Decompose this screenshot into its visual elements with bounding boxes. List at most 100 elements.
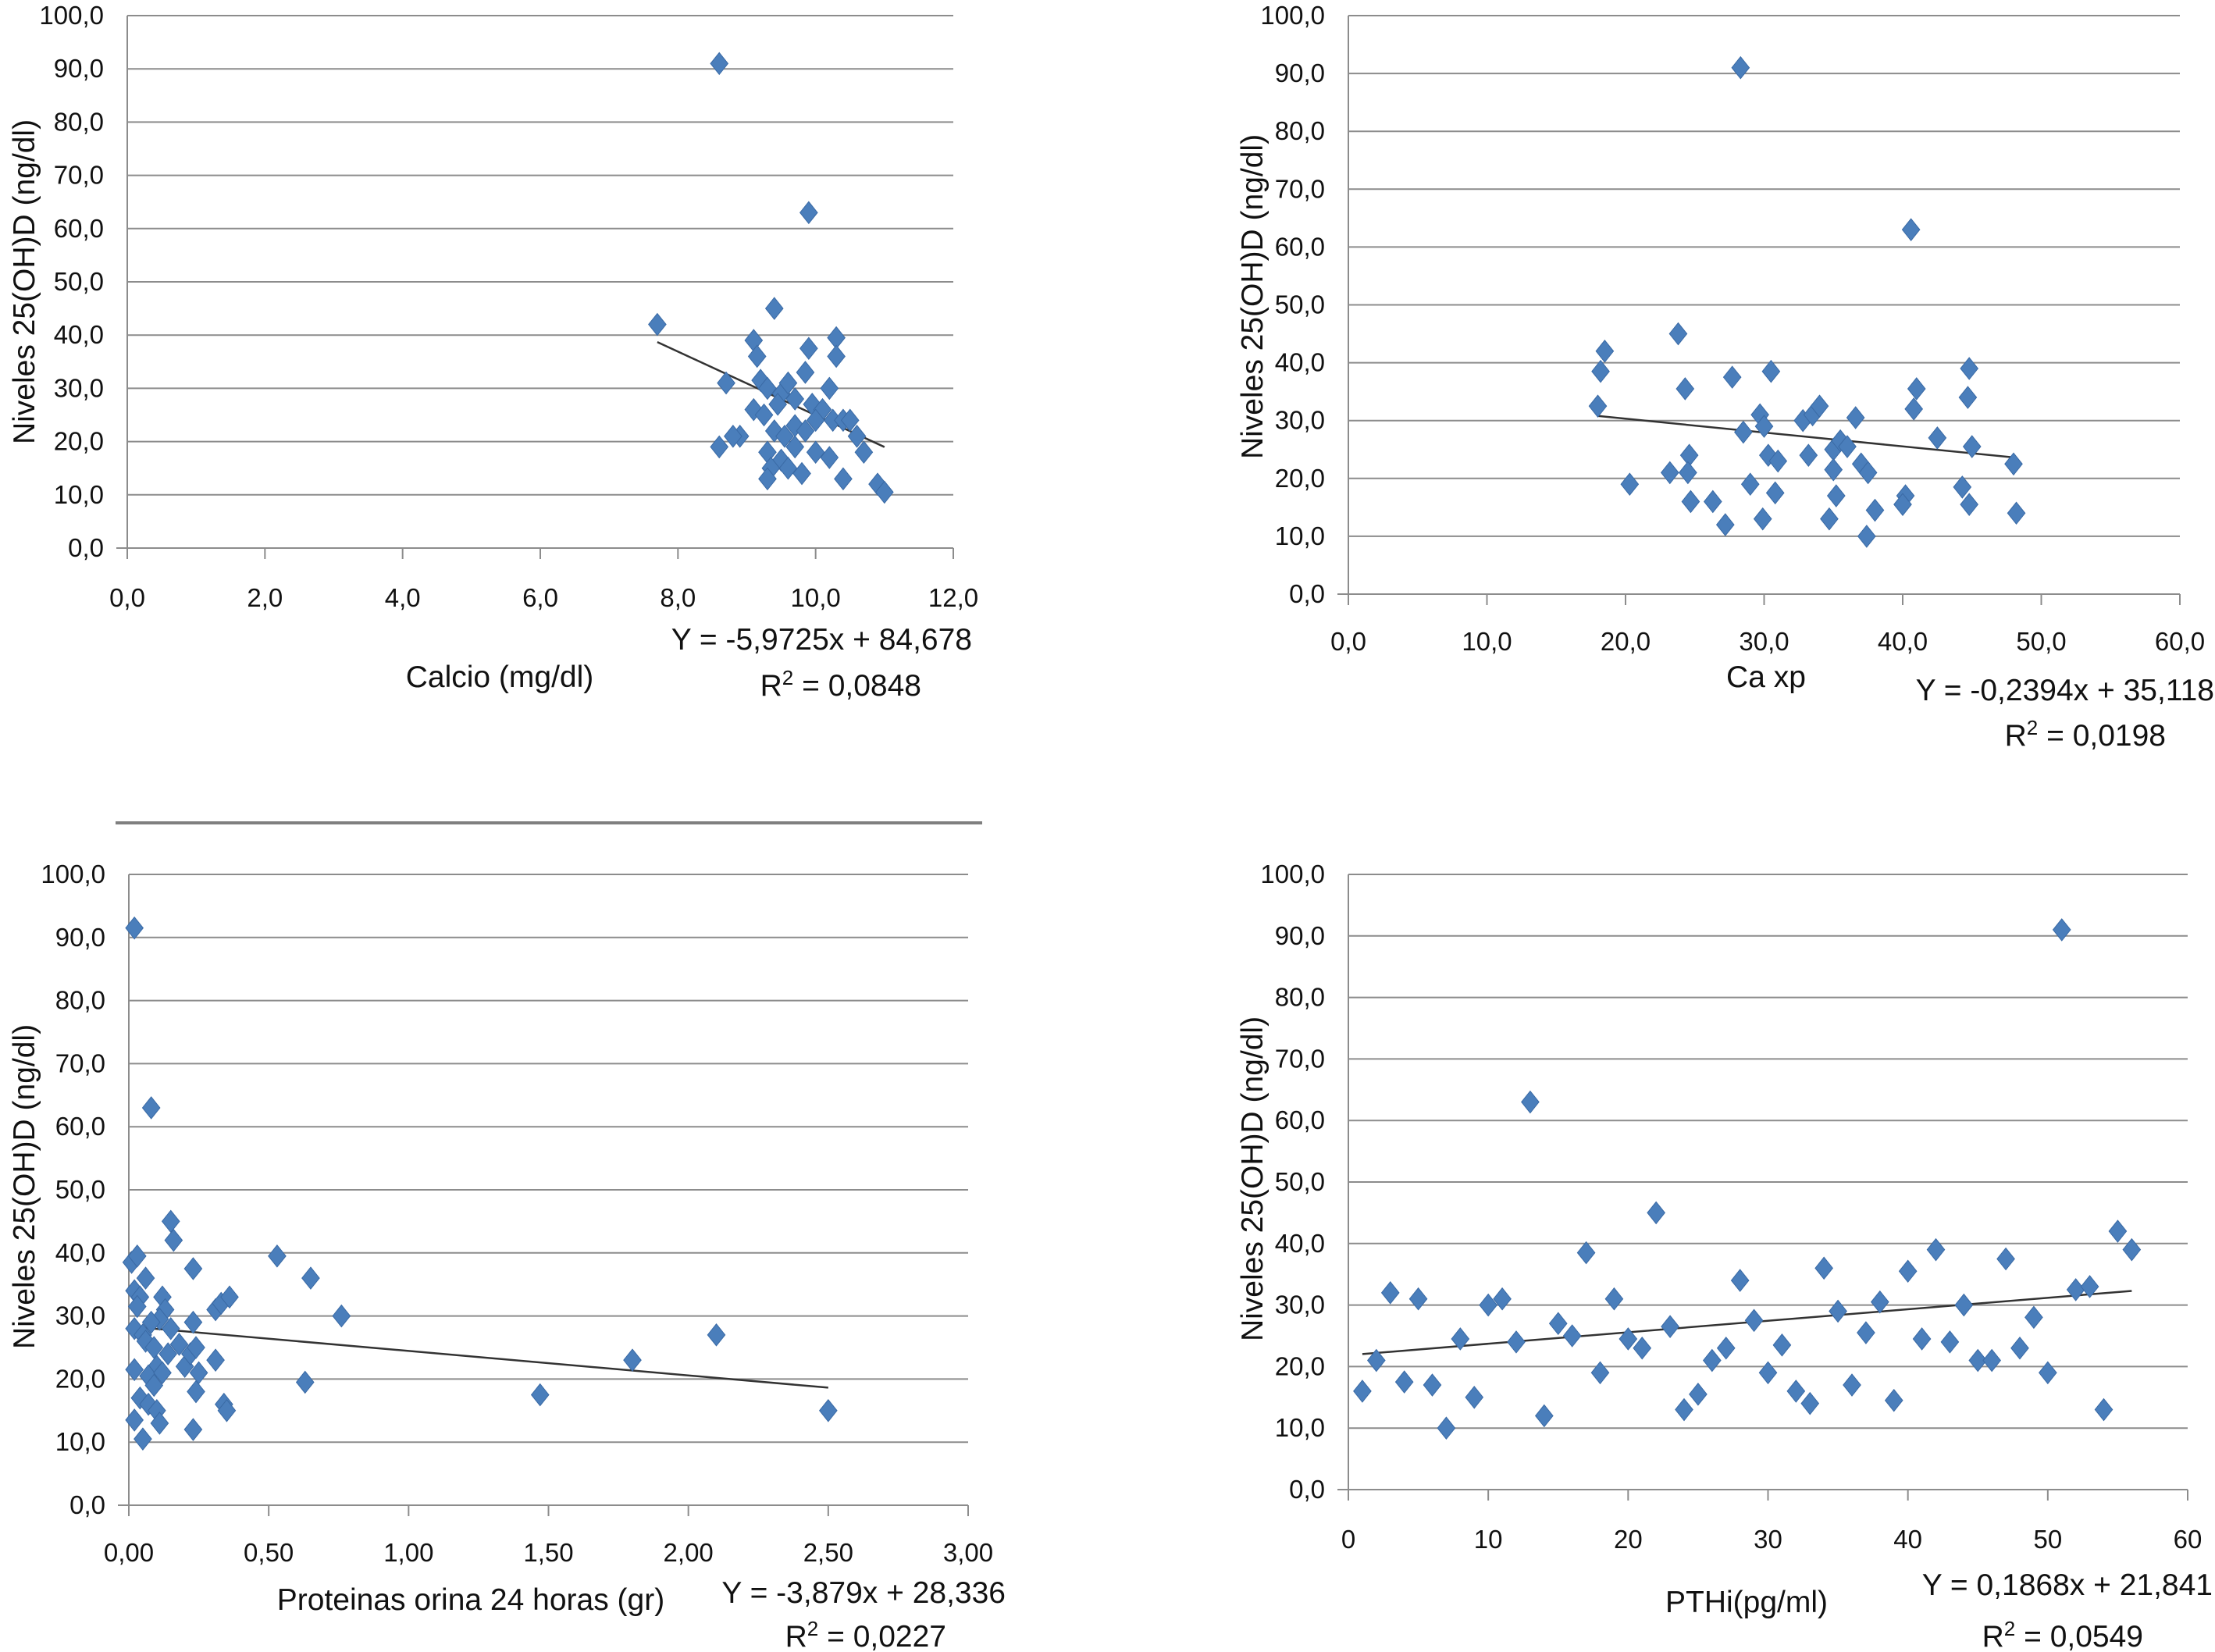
y-tick-label: 50,0 [55, 1175, 105, 1204]
y-tick-label: 90,0 [1275, 921, 1325, 950]
y-tick-label: 30,0 [1275, 406, 1325, 435]
x-tick-label: 2,0 [247, 583, 283, 612]
data-point [1820, 507, 1839, 531]
r-squared: R2 = 0,0848 [760, 666, 921, 703]
data-point [1423, 1373, 1442, 1397]
data-point [1647, 1201, 1666, 1225]
data-point [1394, 1370, 1414, 1394]
data-point [169, 1333, 189, 1356]
data-point [1857, 525, 1876, 548]
data-point [1366, 1348, 1386, 1373]
y-tick-label: 60,0 [1275, 1105, 1325, 1134]
y-tick-label: 30,0 [55, 1301, 105, 1330]
data-point [301, 1266, 320, 1290]
y-tick-label: 100,0 [39, 1, 104, 30]
y-tick-label: 20,0 [55, 1364, 105, 1393]
x-tick-label: 60 [2174, 1525, 2203, 1554]
y-tick-label: 0,0 [1289, 579, 1325, 608]
data-point [1953, 475, 1972, 499]
data-point [1765, 481, 1785, 505]
y-tick-label: 70,0 [1275, 174, 1325, 203]
data-point [220, 1285, 239, 1309]
r-squared: R2 = 0,0549 [1982, 1617, 2143, 1652]
y-tick-label: 70,0 [55, 1049, 105, 1077]
data-point [1521, 1090, 1540, 1114]
y-tick-label: 30,0 [54, 373, 104, 402]
data-point [744, 329, 764, 352]
data-point [1591, 359, 1610, 383]
x-tick-label: 0 [1341, 1525, 1355, 1554]
x-tick-label: 12,0 [928, 583, 978, 612]
data-point [1661, 1315, 1679, 1338]
regression-equation: Y = -3,879x + 28,336 [721, 1576, 1006, 1610]
data-point [1534, 1404, 1554, 1428]
data-point [183, 1257, 203, 1280]
data-point [806, 408, 825, 433]
data-point [827, 344, 846, 368]
data-point [1968, 1348, 1988, 1373]
x-axis-label: PTHi(pg/ml) [1665, 1586, 1828, 1619]
y-tick-label: 50,0 [1275, 290, 1325, 319]
y-tick-label: 80,0 [54, 107, 104, 136]
data-point [710, 435, 729, 459]
trendline [1597, 415, 2014, 459]
data-point [1954, 1293, 1974, 1317]
data-point [1962, 435, 1982, 458]
data-point [1800, 1391, 1820, 1415]
r-squared: R2 = 0,0227 [785, 1617, 946, 1652]
y-tick-label: 10,0 [1275, 522, 1325, 550]
data-point [1799, 443, 1818, 467]
y-tick-label: 0,0 [1289, 1475, 1325, 1504]
x-tick-label: 3,00 [943, 1538, 993, 1567]
data-point [1786, 1380, 1806, 1403]
data-point [847, 424, 867, 448]
y-tick-label: 0,0 [68, 533, 104, 562]
y-tick-label: 80,0 [1275, 983, 1325, 1012]
x-tick-label: 50,0 [2016, 627, 2066, 656]
data-point [1838, 435, 1857, 458]
x-tick-label: 0,50 [244, 1538, 294, 1567]
y-tick-label: 80,0 [1275, 116, 1325, 145]
data-point [820, 446, 839, 469]
x-tick-label: 30,0 [1739, 627, 1789, 656]
x-tick-label: 10,0 [1462, 627, 1512, 656]
data-point [1826, 484, 1846, 507]
y-tick-label: 60,0 [1275, 232, 1325, 261]
data-point [799, 201, 818, 225]
data-point [768, 393, 788, 416]
data-point [1926, 1237, 1946, 1262]
data-point [1996, 1247, 2015, 1271]
data-point [1884, 1388, 1903, 1412]
y-tick-label: 50,0 [1275, 1167, 1325, 1196]
data-point [1960, 357, 1979, 380]
data-point [1451, 1327, 1470, 1351]
data-point [530, 1383, 550, 1407]
y-tick-label: 80,0 [55, 986, 105, 1015]
data-point [1689, 1383, 1708, 1406]
y-tick-label: 60,0 [55, 1112, 105, 1141]
y-axis-label: Niveles 25(OH)D (ng/dl) [8, 1024, 41, 1349]
data-point [1928, 426, 1947, 450]
data-point [187, 1380, 205, 1404]
regression-equation: Y = -5,9725x + 84,678 [671, 623, 972, 657]
y-axis-label: Niveles 25(OH)D (ng/dl) [1236, 1016, 1270, 1341]
data-point [1768, 449, 1788, 473]
data-point [796, 419, 815, 443]
data-point [2024, 1305, 2043, 1330]
y-tick-label: 10,0 [55, 1427, 105, 1456]
data-point [2038, 1361, 2057, 1385]
data-point [1437, 1416, 1456, 1440]
data-point [141, 1310, 161, 1334]
data-point [1960, 493, 1979, 516]
data-point [717, 371, 735, 395]
r-squared: R2 = 0,0198 [2005, 716, 2166, 753]
data-point [217, 1398, 237, 1422]
data-point [150, 1412, 169, 1435]
data-point [1562, 1324, 1582, 1348]
data-point [818, 1398, 838, 1422]
x-tick-label: 6,0 [522, 583, 558, 612]
data-point [127, 1294, 147, 1319]
data-point [1758, 1361, 1778, 1385]
data-point [2094, 1397, 2114, 1422]
x-tick-label: 2,00 [664, 1538, 714, 1567]
